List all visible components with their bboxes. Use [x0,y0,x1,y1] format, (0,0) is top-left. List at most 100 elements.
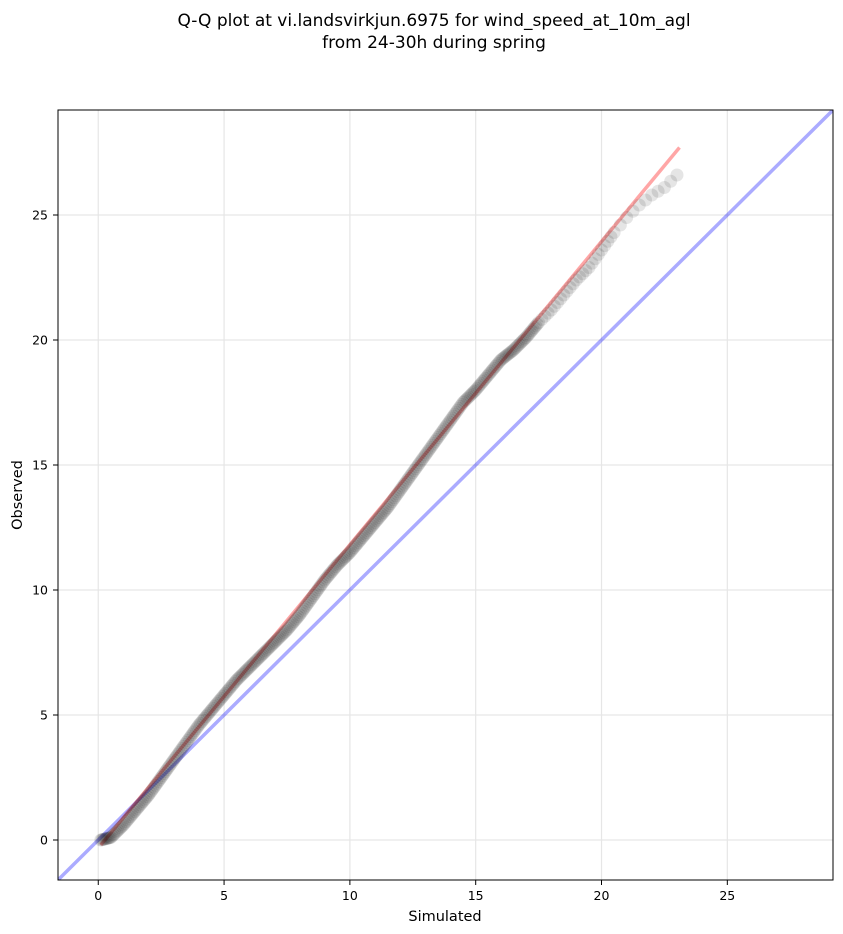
quantile-point [481,368,495,382]
quantile-point [199,710,213,724]
quantile-point [325,565,339,579]
quantile-point [280,623,294,637]
quantile-point [390,487,404,501]
quantile-point [495,352,509,366]
quantile-point [639,193,653,207]
quantile-point [385,495,399,509]
quantile-point [364,521,378,534]
quantile-point [462,390,476,404]
quantile-point [389,489,403,503]
quantile-point [504,345,518,359]
quantile-point [175,741,189,755]
quantile-point [371,512,385,526]
quantile-point [248,655,262,669]
quantile-point [114,821,128,835]
quantile-point [128,805,142,819]
quantile-point [410,460,424,474]
quantile-point [132,800,146,814]
quantile-point [314,579,328,593]
quantile-point [434,427,448,441]
quantile-point [406,466,420,479]
quantile-point [362,522,376,536]
quantile-point [204,703,218,717]
quantile-point [598,239,612,253]
quantile-point [360,526,374,539]
quantile-point [295,604,309,618]
quantile-point [200,708,214,722]
quantile-point [404,467,418,481]
quantile-point [242,661,256,674]
quantile-point [149,778,163,792]
quantile-point [430,432,444,446]
quantile-point [94,833,108,847]
quantile-point [361,524,375,538]
quantile-point [407,464,421,478]
quantile-point [435,425,449,439]
quantile-point [471,380,485,394]
x-tick-label: 15 [468,888,484,903]
quantile-point [181,734,195,748]
quantile-point [267,636,281,649]
quantile-point [146,782,160,796]
quantile-point [195,715,209,729]
quantile-point [368,516,382,529]
quantile-point [425,438,439,452]
quantile-point [538,309,552,323]
quantile-point [298,600,312,614]
quantile-point [399,475,413,489]
quantile-point [445,411,459,425]
quantile-point [505,344,519,358]
quantile-point [341,547,355,561]
quantile-point [260,642,274,656]
quantile-point [258,645,272,659]
quantile-point [569,273,583,287]
quantile-point [421,444,435,458]
quantile-point [214,691,228,705]
quantile-point [670,168,684,182]
quantile-point [576,267,590,281]
quantile-point [382,499,396,513]
quantile-point [302,594,316,608]
quantile-point [158,765,172,779]
reference-line [58,110,833,880]
quantile-point [238,665,252,679]
quantile-point [439,419,453,433]
quantile-point [230,673,244,687]
quantile-point [225,678,239,692]
x-tick-label: 5 [220,888,228,903]
quantile-point [221,683,235,697]
quantile-point [554,292,568,306]
quantile-point [163,759,177,773]
quantile-point [557,288,571,302]
quantile-point [413,456,427,470]
quantile-point [459,393,473,407]
quantile-point [143,786,157,800]
quantile-point [135,796,149,810]
quantile-point [239,663,253,677]
quantile-point [414,454,428,468]
quantile-point [402,471,416,485]
quantile-point [123,810,137,824]
axis-ticks: 0 5 10 15 20 25 0 5 10 15 20 25 [32,208,735,904]
quantile-point [484,365,498,379]
quantile-point [130,801,144,815]
quantile-point [294,606,308,620]
quantile-point [613,218,627,232]
quantile-point [210,696,224,710]
quantile-point [170,749,184,763]
quantile-point [255,648,269,662]
quantile-point [276,627,290,641]
quantile-point [511,339,525,353]
quantile-point [572,270,586,284]
quantile-point [458,394,472,408]
quantile-point [305,591,319,604]
quantile-point [416,452,430,466]
quantile-point [477,373,491,387]
quantile-point [535,312,549,326]
quantile-point [319,571,333,585]
quantile-point [423,442,437,456]
quantile-point [104,831,118,844]
quantile-point [379,502,393,516]
quantile-point [448,407,462,421]
quantile-point [340,548,354,562]
